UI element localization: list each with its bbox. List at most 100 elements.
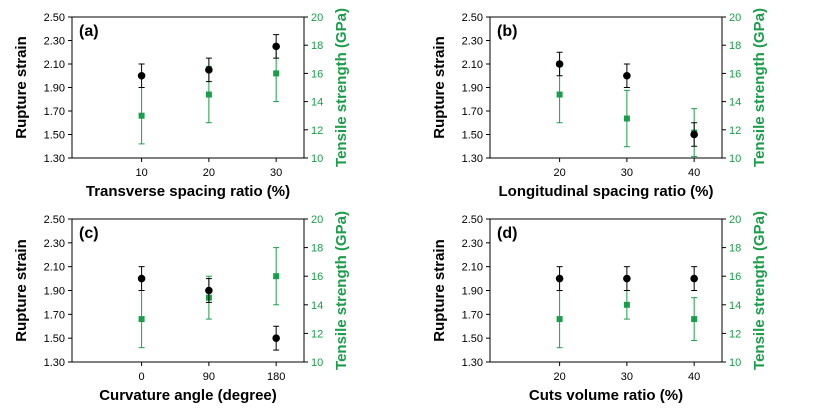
y-right-tick-label: 18 [729,40,741,52]
strain-point [690,130,698,139]
panel-label: (c) [79,225,99,242]
y-left-tick-label: 2.30 [462,36,483,48]
plot-frame [71,218,305,363]
y-left-axis-title: Rupture strain [431,239,448,342]
y-right-axis-title: Tensile strength (GPa) [333,8,350,167]
x-tick-label: 180 [267,371,285,383]
y-right-tick-label: 10 [729,153,741,165]
strength-point [691,316,698,323]
strain-point [272,334,280,342]
x-axis-title: Longitudinal spacing ratio (%) [499,183,714,200]
y-right-tick-label: 14 [311,300,323,312]
y-left-tick-label: 1.90 [44,286,65,298]
y-left-tick-label: 1.50 [462,130,483,142]
y-left-tick-label: 1.90 [462,286,483,298]
y-left-tick-label: 2.10 [462,59,483,71]
y-right-tick-label: 14 [729,97,741,109]
y-right-axis-title: Tensile strength (GPa) [751,211,768,370]
x-tick-label: 20 [553,371,565,383]
panel-b: 1.30 1.50 1.70 1.90 2.10 2.30 2.50 10 12 14 16 18 20… [431,8,768,200]
y-right-tick-label: 10 [311,153,323,165]
y-left-tick-label: 2.30 [44,238,65,250]
y-left-tick-label: 1.70 [44,106,65,118]
y-left-tick-label: 1.50 [462,333,483,345]
strain-point [205,66,213,74]
y-right-tick-label: 18 [311,243,323,255]
y-right-tick-label: 16 [311,68,323,80]
y-left-tick-label: 2.30 [462,238,483,250]
y-right-tick-label: 20 [729,214,741,226]
x-tick-label: 30 [621,371,633,383]
y-right-tick-label: 16 [311,271,323,283]
x-axis-title: Curvature angle (degree) [99,387,277,404]
y-left-tick-label: 2.50 [44,12,65,24]
x-tick-label: 40 [688,167,700,179]
plot-frame [489,218,723,363]
strain-point [555,60,564,68]
y-right-tick-label: 20 [311,12,323,24]
y-left-tick-label: 1.70 [462,106,483,118]
strain-point [690,274,698,283]
panel-c: 1.30 1.50 1.70 1.90 2.10 2.30 2.50 10 12 14 16 18 20… [13,211,350,404]
strength-point [138,316,145,323]
x-tick-label: 20 [553,167,565,179]
strain-point [272,42,280,51]
y-left-tick-label: 2.50 [462,12,483,24]
y-right-tick-label: 12 [729,125,741,137]
y-left-axis-title: Rupture strain [13,36,30,139]
y-left-tick-label: 1.30 [462,357,483,369]
y-right-tick-label: 20 [311,214,323,226]
panel-d: 1.30 1.50 1.70 1.90 2.10 2.30 2.50 10 12 14 16 18 20… [431,211,768,404]
strength-point [623,115,630,122]
strength-point [273,70,280,77]
y-left-axis-title: Rupture strain [431,36,448,139]
y-left-tick-label: 2.30 [44,36,65,48]
y-left-tick-label: 1.30 [44,357,65,369]
y-left-tick-label: 1.30 [44,153,65,165]
strain-point [623,71,631,80]
plot-frame [71,16,305,159]
panel-label: (d) [497,225,517,242]
y-right-axis-title: Tensile strength (GPa) [333,211,350,370]
y-left-axis-title: Rupture strain [13,239,30,342]
x-tick-label: 30 [270,167,282,179]
y-left-tick-label: 2.10 [44,59,65,71]
strain-point [137,274,146,283]
x-tick-label: 40 [688,371,700,383]
panel-a: 1.30 1.50 1.70 1.90 2.10 2.30 2.50 10 12 14 16 18 20… [13,8,350,200]
y-left-tick-label: 1.50 [44,333,65,345]
plot-frame [489,16,723,159]
y-right-tick-label: 14 [311,97,323,109]
y-right-tick-label: 12 [311,125,323,137]
y-left-tick-label: 2.50 [44,214,65,226]
strain-point [137,71,146,80]
y-right-tick-label: 18 [729,243,741,255]
x-tick-label: 30 [621,167,633,179]
y-right-tick-label: 20 [729,12,741,24]
y-left-tick-label: 1.30 [462,153,483,165]
y-left-tick-label: 1.70 [462,309,483,321]
y-left-tick-label: 2.10 [462,262,483,274]
y-left-tick-label: 2.10 [44,262,65,274]
y-left-tick-label: 2.50 [462,214,483,226]
y-right-tick-label: 18 [311,40,323,52]
y-right-tick-label: 12 [311,328,323,340]
y-right-axis-title: Tensile strength (GPa) [751,8,768,167]
x-tick-label: 20 [203,167,215,179]
y-right-tick-label: 10 [311,357,323,369]
y-right-tick-label: 14 [729,300,741,312]
y-right-tick-label: 12 [729,328,741,340]
x-tick-label: 10 [135,167,147,179]
strain-point [555,274,564,283]
x-tick-label: 0 [139,371,145,383]
y-right-tick-label: 16 [729,68,741,80]
x-axis-title: Cuts volume ratio (%) [529,387,683,404]
strength-point [138,112,145,119]
y-left-tick-label: 1.50 [44,130,65,142]
panel-label: (b) [497,23,517,40]
strain-point [205,286,213,295]
x-tick-label: 90 [203,371,215,383]
y-left-tick-label: 1.90 [44,83,65,95]
y-left-tick-label: 1.90 [462,83,483,95]
